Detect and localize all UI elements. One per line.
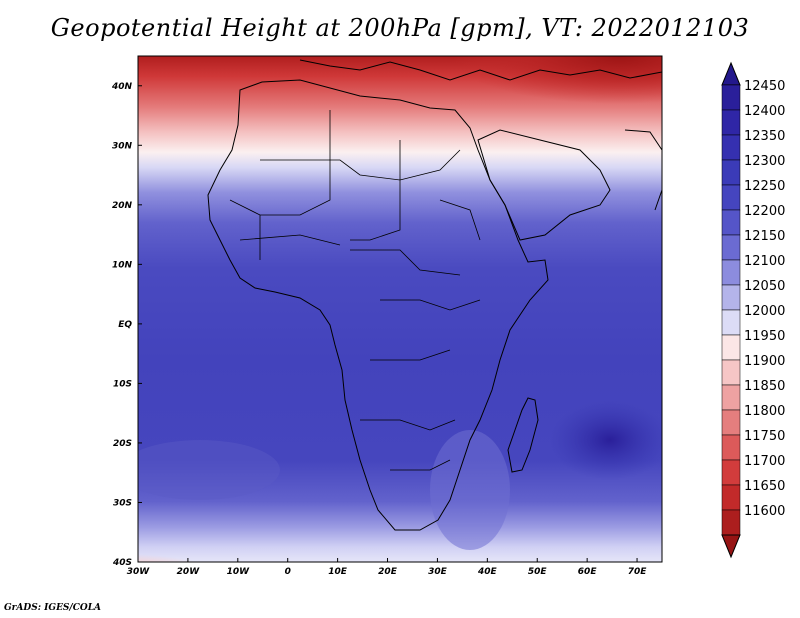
colorbar-swatch (721, 184, 741, 211)
colorbar-swatch (721, 259, 741, 286)
colorbar-swatch (721, 84, 741, 111)
band-sw-shading (138, 440, 280, 500)
lat-tick-label: 40S (112, 558, 132, 568)
colorbar-top-arrow (721, 61, 741, 86)
colorbar-label: 12050 (744, 279, 785, 294)
lon-tick-label: 40E (477, 567, 498, 577)
lat-tick-label: 30N (112, 141, 133, 151)
colorbar-label: 12400 (744, 104, 785, 119)
high-se-shading (550, 400, 662, 480)
africa-coastline (207, 79, 549, 531)
coastlines (207, 59, 662, 531)
lon-axis: 30W 20W 10W 0 10E 20E 30E 40E 50E 60E 70E (127, 558, 647, 577)
colorbar-label: 11850 (744, 379, 785, 394)
colorbar-swatch (721, 434, 741, 461)
lat-axis: 40N 30N 20N 10N EQ 10S 20S 30S 40S (111, 82, 142, 568)
lon-tick-label: 30W (127, 567, 151, 577)
arabia-coastline (477, 129, 611, 241)
lon-tick-label: 30E (428, 567, 448, 577)
lat-tick-label: 40N (111, 82, 133, 92)
lat-tick-label: 10N (112, 260, 133, 270)
lon-tick-label: 70E (628, 567, 648, 577)
colorbar-swatch (721, 234, 741, 261)
lat-tick-label: EQ (118, 320, 132, 330)
colorbar-swatch (721, 209, 741, 236)
chart-title: Geopotential Height at 200hPa [gpm], VT:… (50, 14, 750, 42)
colorbar-label: 12300 (744, 154, 785, 169)
madagascar-coastline (507, 397, 539, 473)
trough-sa-shading (430, 430, 510, 550)
colorbar: 12450 12400 12350 12300 12250 12200 12150 12100… (721, 61, 785, 559)
colorbar-label: 11950 (744, 329, 785, 344)
colorbar-swatch (721, 359, 741, 386)
colorbar-label: 12000 (744, 304, 785, 319)
colorbar-label: 12250 (744, 179, 785, 194)
high-ne-shading (380, 56, 662, 136)
lon-tick-label: 50E (528, 567, 548, 577)
colorbar-swatch (721, 334, 741, 361)
low-sw-shading (138, 530, 300, 562)
lat-tick-label: 30S (113, 498, 132, 508)
colorbar-label: 11600 (744, 504, 785, 519)
india-coastline (624, 129, 662, 211)
colorbar-label: 12200 (744, 204, 785, 219)
colorbar-label: 11800 (744, 404, 785, 419)
lon-tick-label: 10W (227, 567, 251, 577)
plot-frame (137, 55, 663, 563)
colorbar-label: 11750 (744, 429, 785, 444)
colorbar-label: 11700 (744, 454, 785, 469)
colorbar-swatch (721, 134, 741, 161)
lat-tick-label: 20S (113, 439, 132, 449)
colorbar-bottom-arrow (721, 534, 741, 559)
colorbar-label: 12100 (744, 254, 785, 269)
lat-tick-label: 20N (112, 201, 133, 211)
lon-tick-label: 60E (578, 567, 598, 577)
colorbar-swatch (721, 484, 741, 511)
footer-credit: GrADS: IGES/COLA (4, 603, 102, 613)
colorbar-swatch (721, 309, 741, 336)
colorbar-swatch (721, 409, 741, 436)
colorbar-label: 12150 (744, 229, 785, 244)
lon-tick-label: 10E (328, 567, 348, 577)
colorbar-label: 11900 (744, 354, 785, 369)
colorbar-label: 11650 (744, 479, 785, 494)
colorbar-swatch (721, 384, 741, 411)
colorbar-label: 12450 (744, 79, 785, 94)
colorbar-swatch (721, 159, 741, 186)
borders (229, 110, 481, 471)
lon-tick-label: 20W (177, 567, 201, 577)
colorbar-swatch (721, 459, 741, 486)
colorbar-swatch (721, 109, 741, 136)
lat-tick-label: 10S (113, 379, 132, 389)
europe-coastline (299, 59, 662, 81)
colorbar-swatch (721, 284, 741, 311)
colorbar-swatch (721, 509, 741, 536)
colorbar-label: 12350 (744, 129, 785, 144)
lon-tick-label: 0 (285, 567, 291, 577)
lon-tick-label: 20E (378, 567, 398, 577)
